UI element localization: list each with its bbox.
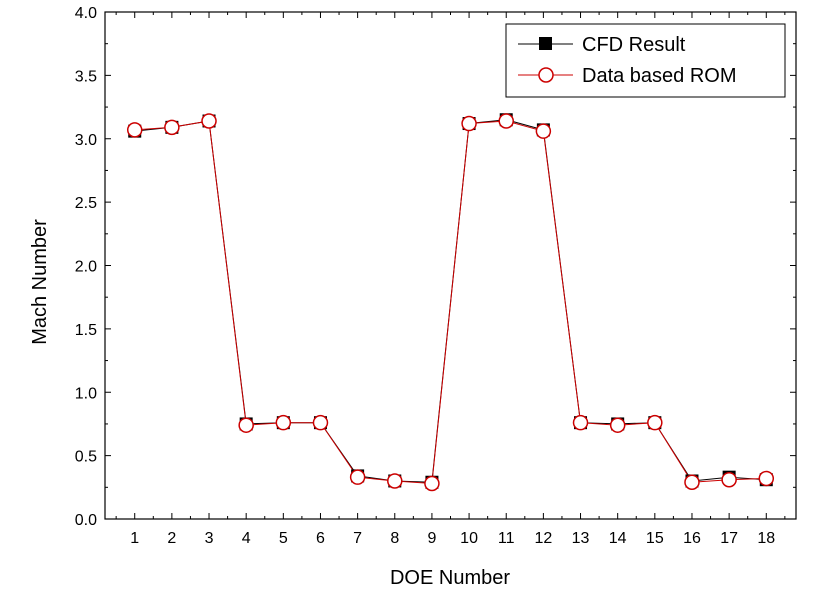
rom-point <box>238 417 254 433</box>
x-tick-label: 18 <box>757 530 775 547</box>
y-tick-label: 3.0 <box>75 132 97 149</box>
x-tick-label: 15 <box>646 530 664 547</box>
data-markers <box>126 113 775 492</box>
x-tick-label: 2 <box>167 530 176 547</box>
series-line-1 <box>134 120 767 485</box>
x-tick-label: 7 <box>353 530 362 547</box>
y-tick-label: 0.0 <box>75 512 97 529</box>
x-tick-label: 12 <box>534 530 552 547</box>
rom-point <box>535 123 552 139</box>
y-tick-label: 1.0 <box>75 385 97 402</box>
x-axis: 1 2 3 4 5 6 7 8 9 10 11 12 13 14 15 16 17 18 <box>115 12 786 547</box>
x-tick-label: 13 <box>572 530 590 547</box>
y-axis-label: Mach Number <box>29 219 51 345</box>
rom-point <box>164 119 180 136</box>
rom-point <box>349 469 366 485</box>
rom-point <box>424 475 440 492</box>
series-lines <box>134 119 767 485</box>
legend-label-rom: Data based ROM <box>582 65 737 87</box>
rom-point <box>647 414 663 431</box>
legend-marker-rom <box>538 67 554 83</box>
rom-point <box>721 471 737 488</box>
rom-point <box>498 113 514 129</box>
x-tick-label: 3 <box>205 530 214 547</box>
x-tick-label: 10 <box>460 530 478 547</box>
x-tick-label: 1 <box>130 530 139 547</box>
x-tick-label: 6 <box>316 530 325 547</box>
y-tick-label: 4.0 <box>75 5 97 22</box>
y-tick-label: 3.5 <box>75 68 97 85</box>
rom-point <box>201 113 217 129</box>
x-tick-label: 11 <box>498 530 515 547</box>
y-tick-label: 2.0 <box>75 259 97 276</box>
rom-point <box>312 414 329 431</box>
legend: CFD Result Data based ROM <box>505 23 786 98</box>
x-tick-label: 4 <box>242 530 251 547</box>
x-tick-label: 17 <box>720 530 738 547</box>
y-tick-label: 0.5 <box>75 449 97 466</box>
legend-box <box>505 23 786 98</box>
legend-marker-cfd <box>539 37 552 50</box>
y-tick-label: 2.5 <box>75 195 97 212</box>
rom-point <box>387 473 403 489</box>
rom-point <box>609 417 626 433</box>
x-tick-label: 14 <box>609 530 627 547</box>
rom-point <box>126 122 143 138</box>
x-tick-label: 5 <box>279 530 288 547</box>
rom-point <box>684 474 700 490</box>
rom-point <box>758 470 775 487</box>
rom-point <box>461 115 477 132</box>
legend-label-cfd: CFD Result <box>582 34 686 56</box>
x-tick-label: 9 <box>427 530 436 547</box>
y-tick-label: 1.5 <box>75 322 97 339</box>
x-axis-label: DOE Number <box>390 567 510 589</box>
rom-point <box>275 414 292 431</box>
rom-point <box>572 414 589 431</box>
x-tick-label: 16 <box>683 530 701 547</box>
y-axis: 0.0 0.5 1.0 1.5 2.0 2.5 3.0 3.5 4.0 <box>75 5 796 529</box>
x-tick-label: 8 <box>390 530 399 547</box>
